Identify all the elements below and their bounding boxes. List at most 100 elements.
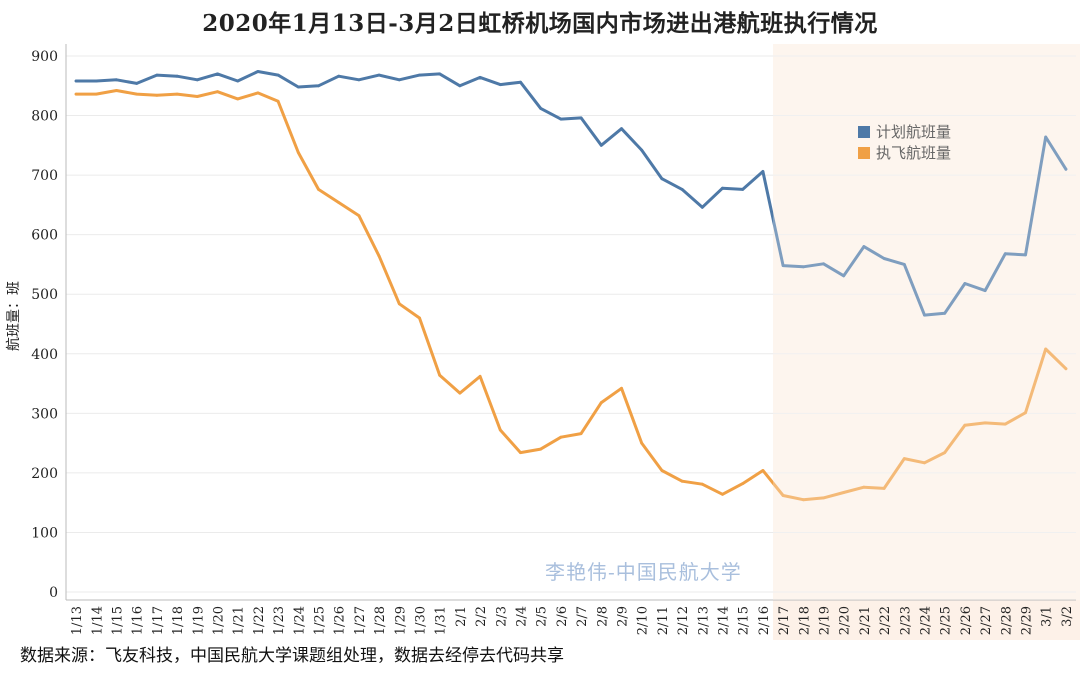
y-tick-label-500: 500 (31, 287, 58, 303)
x-tick-label-2-18: 2/18 (797, 606, 812, 635)
data-point-1-2-23 (902, 457, 906, 460)
y-tick-label-800: 800 (31, 109, 58, 125)
data-point-0-2-5 (539, 107, 543, 110)
data-point-0-1-28 (377, 73, 381, 77)
x-tick-label-1-26: 1/26 (333, 606, 348, 635)
chart-title: 2020年1月13日-3月2日虹桥机场国内市场进出港航班执行情况 (202, 10, 878, 37)
x-tick-label-2-29: 2/29 (1020, 606, 1035, 635)
data-point-1-2-9 (620, 386, 623, 390)
x-tick-label-3-2: 3/2 (1060, 606, 1075, 627)
y-tick-label-100: 100 (31, 525, 58, 541)
x-tick-label-1-31: 1/31 (434, 606, 449, 635)
x-tick-label-2-25: 2/25 (939, 606, 954, 635)
x-tick-label-2-20: 2/20 (838, 606, 853, 635)
x-tick-label-1-27: 1/27 (353, 606, 368, 635)
x-tick-label-2-4: 2/4 (515, 606, 530, 627)
axes (65, 44, 1076, 601)
data-point-0-2-9 (620, 127, 623, 131)
data-point-1-2-21 (862, 485, 866, 489)
x-tick-label-1-13: 1/13 (70, 606, 85, 635)
data-point-0-2-26 (963, 282, 967, 285)
x-tick-label-3-1: 3/1 (1040, 606, 1055, 627)
x-tick-label-2-23: 2/23 (898, 606, 913, 635)
series-lines (74, 44, 1080, 600)
data-point-0-2-11 (660, 177, 664, 181)
data-point-1-2-15 (741, 482, 745, 485)
legend-item-executed: 执飞航班量 (858, 142, 951, 163)
data-point-0-1-15 (115, 78, 118, 82)
data-point-1-2-2 (478, 375, 482, 378)
data-point-0-1-17 (155, 73, 159, 77)
data-point-1-1-26 (337, 201, 341, 204)
data-point-0-2-23 (902, 263, 906, 266)
x-tick-label-2-21: 2/21 (858, 606, 873, 635)
data-point-1-2-18 (801, 498, 805, 502)
data-point-1-2-10 (640, 441, 644, 445)
data-point-1-2-16 (761, 469, 765, 472)
data-point-0-2-16 (761, 170, 765, 173)
data-point-0-1-19 (195, 78, 199, 82)
y-tick-labels: 0 100 200 300 400 500 600 700 800 900 (31, 49, 58, 601)
y-tick-label-300: 300 (31, 406, 58, 422)
data-point-0-1-14 (94, 79, 98, 83)
x-tick-label-2-13: 2/13 (696, 606, 711, 635)
data-point-1-3-1 (1044, 347, 1048, 351)
data-point-1-1-24 (296, 151, 300, 154)
y-tick-label-700: 700 (31, 168, 58, 184)
x-tick-label-1-25: 1/25 (313, 606, 328, 635)
x-tick-label-2-3: 2/3 (494, 606, 509, 627)
x-tick-label-2-17: 2/17 (777, 606, 792, 635)
data-point-0-2-13 (700, 205, 704, 209)
data-point-1-1-15 (115, 89, 118, 92)
data-point-0-1-29 (397, 78, 401, 82)
data-point-0-2-19 (822, 262, 825, 266)
y-tick-label-400: 400 (31, 347, 58, 363)
x-tick-label-1-15: 1/15 (111, 606, 126, 635)
data-point-1-2-7 (579, 432, 583, 435)
data-point-1-2-14 (721, 492, 724, 496)
data-point-1-2-28 (1003, 422, 1007, 426)
data-point-0-1-22 (256, 70, 260, 73)
data-point-0-2-15 (741, 188, 745, 191)
x-tick-label-2-9: 2/9 (616, 606, 631, 627)
series-line-1 (74, 89, 1068, 502)
data-point-0-1-18 (175, 74, 179, 78)
data-point-1-2-29 (1024, 411, 1027, 415)
x-tick-label-2-8: 2/8 (595, 606, 610, 627)
data-point-1-1-20 (216, 90, 219, 94)
x-tick-label-2-14: 2/14 (717, 606, 732, 635)
y-tick-label-900: 900 (31, 49, 58, 65)
data-point-1-2-19 (822, 496, 825, 500)
data-point-0-1-24 (296, 85, 300, 89)
data-point-0-2-25 (943, 311, 947, 315)
data-point-0-2-20 (842, 274, 846, 278)
data-point-1-2-13 (700, 482, 704, 486)
data-point-1-1-30 (418, 316, 421, 320)
legend-label-planned: 计划航班量 (876, 123, 952, 141)
data-point-1-2-12 (680, 479, 684, 483)
data-point-1-1-27 (357, 214, 361, 218)
data-point-1-1-28 (377, 254, 381, 258)
data-point-0-2-8 (599, 143, 603, 147)
data-point-0-2-21 (862, 245, 866, 249)
data-point-0-1-20 (216, 72, 219, 76)
data-point-1-2-25 (943, 451, 947, 454)
x-tick-label-2-1: 2/1 (454, 606, 469, 627)
legend-label-executed: 执飞航班量 (876, 144, 952, 162)
data-point-0-2-17 (781, 264, 785, 267)
data-point-1-2-1 (458, 391, 462, 395)
data-point-0-2-14 (721, 186, 724, 190)
data-point-1-1-22 (256, 91, 260, 95)
x-tick-label-1-14: 1/14 (90, 606, 105, 635)
x-tick-label-2-24: 2/24 (919, 606, 934, 635)
x-tick-label-2-12: 2/12 (676, 606, 691, 635)
data-point-0-2-10 (640, 148, 644, 152)
data-point-1-2-4 (519, 451, 522, 454)
shaded-region (773, 44, 1080, 640)
x-tick-label-1-30: 1/30 (414, 606, 429, 635)
x-tick-label-2-19: 2/19 (818, 606, 833, 635)
data-point-1-1-21 (236, 97, 240, 101)
x-tick-label-2-5: 2/5 (535, 606, 550, 627)
data-point-1-1-31 (438, 373, 442, 377)
